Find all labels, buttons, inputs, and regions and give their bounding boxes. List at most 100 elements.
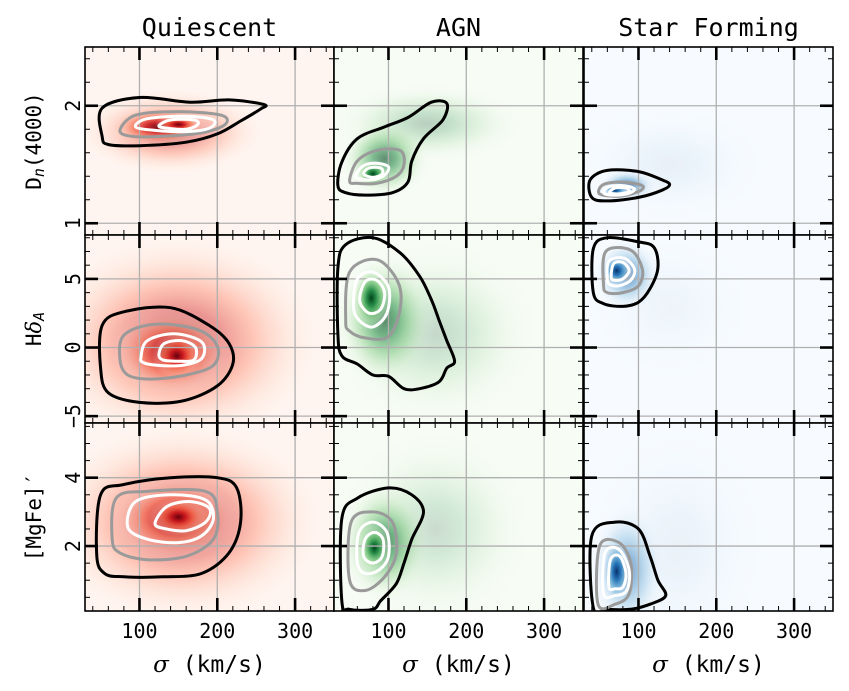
panel-hdelta-agn	[333, 234, 584, 424]
panel-dn4000-star-forming	[583, 46, 834, 236]
contour-white	[355, 520, 391, 576]
contour-black	[588, 520, 668, 611]
contour-white	[351, 270, 392, 329]
grid	[584, 423, 833, 611]
x-axis-label: σ (km/s)	[402, 652, 515, 678]
ticks	[584, 235, 833, 423]
column-title-agn: AGN	[436, 13, 481, 42]
ticks	[85, 47, 334, 235]
ticks	[584, 47, 833, 235]
contour-white	[139, 332, 207, 368]
x-tick-label: 100	[121, 619, 157, 643]
ticks	[584, 423, 833, 611]
density-blob	[351, 265, 391, 332]
y-tick-label: 2	[61, 540, 85, 552]
contour-gray	[118, 110, 229, 139]
contours	[587, 168, 672, 203]
column-title-quiescent: Quiescent	[142, 13, 277, 42]
contours	[336, 99, 450, 197]
x-tick-label: 100	[370, 619, 406, 643]
panel-mgfe-agn	[333, 422, 584, 612]
x-tick-label: 200	[448, 619, 484, 643]
contour-black	[587, 168, 672, 203]
contour-black	[97, 95, 268, 148]
ticks	[334, 235, 583, 423]
y-tick-label: 2	[61, 100, 85, 112]
contours	[97, 95, 268, 148]
panel-frame	[583, 422, 834, 612]
contour-white	[605, 256, 637, 288]
contour-white	[157, 339, 199, 363]
density-map	[584, 99, 779, 230]
x-tick-label: 300	[776, 619, 812, 643]
contour-white	[607, 553, 628, 592]
contour-white	[153, 500, 213, 533]
grid	[584, 47, 833, 235]
contour-black	[94, 475, 243, 579]
density-map	[584, 423, 779, 611]
contours	[588, 520, 668, 611]
contour-white	[362, 165, 385, 179]
panel-hdelta-star-forming	[583, 234, 834, 424]
y-tick-label: 5	[61, 273, 85, 285]
panels	[84, 46, 834, 612]
y-axis-label-mgfe: [MgFe]′	[22, 473, 46, 562]
contour-white	[133, 114, 217, 134]
ticks	[85, 423, 334, 611]
contour-white	[609, 260, 631, 282]
labels: 1 2 −5 0 5 2 4 100 200 300 100 200 300 100 200 300 Quies…	[22, 13, 812, 678]
x-tick-label: 200	[199, 619, 235, 643]
grid	[584, 235, 833, 423]
y-axis-label-dn4000: Dn(4000)	[22, 92, 48, 190]
column-title-star-forming: Star Forming	[618, 13, 799, 42]
ticks	[334, 47, 583, 235]
contour-white	[361, 530, 386, 565]
ticks	[334, 423, 583, 611]
y-tick-label: 1	[61, 217, 85, 229]
density-map	[334, 237, 545, 423]
contours	[97, 305, 236, 405]
x-tick-label: 100	[620, 619, 656, 643]
panel-mgfe-quiescent	[84, 422, 335, 612]
contours	[94, 475, 243, 579]
density-map	[334, 426, 537, 611]
y-tick-label: −5	[61, 404, 85, 428]
panel-hdelta-quiescent	[84, 234, 335, 424]
grid	[85, 235, 334, 423]
ticks	[85, 235, 334, 423]
panel-dn4000-agn	[333, 46, 584, 236]
contours	[590, 236, 660, 308]
density-map	[584, 235, 763, 389]
contour-gray	[594, 537, 634, 611]
contour-black	[336, 99, 450, 197]
density-blob	[337, 117, 432, 200]
x-tick-label: 200	[698, 619, 734, 643]
contour-white	[601, 545, 632, 600]
x-axis-label: σ (km/s)	[652, 652, 765, 678]
contour-gray	[601, 246, 645, 296]
contour-gray	[117, 322, 221, 381]
contour-gray	[348, 147, 406, 186]
y-tick-label: 4	[61, 472, 85, 484]
panel-frame	[333, 422, 584, 612]
contour-white	[608, 185, 631, 196]
contour-gray	[110, 488, 220, 562]
density-blob	[584, 99, 779, 230]
contour-white	[157, 117, 200, 131]
contour-gray	[344, 257, 403, 341]
contour-black	[590, 236, 660, 308]
contour-white	[358, 277, 387, 316]
contour-white	[125, 493, 216, 545]
panel-dn4000-quiescent	[84, 46, 335, 236]
density-map	[85, 423, 331, 611]
contour-black	[97, 305, 236, 405]
contour-white	[601, 184, 637, 197]
contour-white	[354, 161, 391, 182]
y-tick-label: 0	[61, 342, 85, 354]
contour-gray	[346, 510, 399, 593]
x-tick-label: 300	[526, 619, 562, 643]
x-axis-label: σ (km/s)	[153, 652, 266, 678]
y-axis-label-hdelta: HδA	[22, 312, 48, 346]
grid	[334, 47, 583, 235]
